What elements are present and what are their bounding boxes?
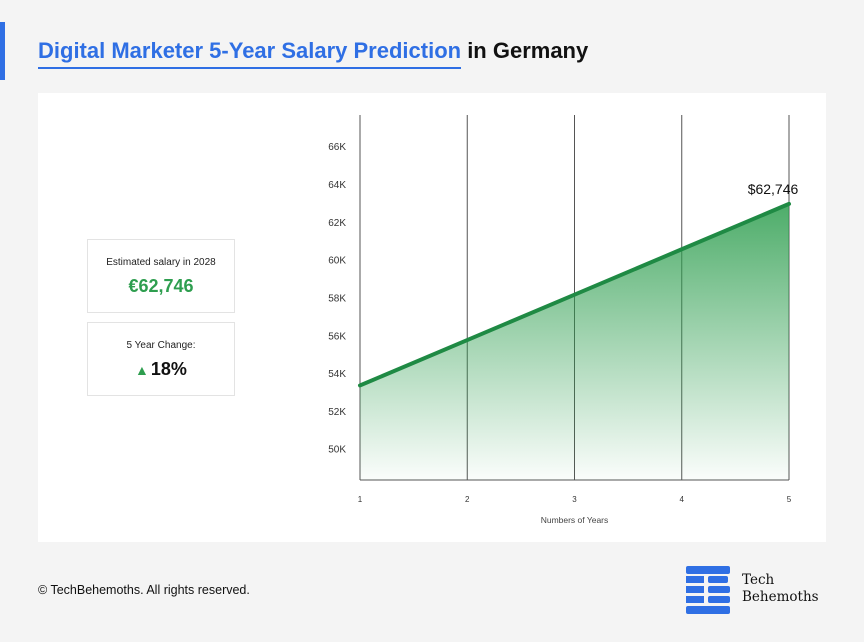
y-tick-label: 50K [328, 445, 346, 456]
y-tick-label: 58K [328, 293, 346, 304]
x-tick-label: 5 [787, 495, 792, 504]
title-highlight: Digital Marketer 5-Year Salary Predictio… [38, 38, 462, 69]
x-tick-label: 3 [572, 495, 577, 504]
y-tick-label: 56K [328, 331, 346, 342]
y-tick-label: 60K [328, 256, 346, 267]
x-tick-label: 2 [465, 495, 470, 504]
y-tick-label: 52K [328, 407, 346, 418]
chart-card: Estimated salary in 2028 €62,746 5 Year … [38, 93, 826, 542]
copyright-text: © TechBehemoths. All rights reserved. [38, 583, 250, 597]
estimated-salary-value: €62,746 [128, 276, 194, 296]
salary-chart: 50K 52K 54K 56K 58K 60K 62K 64K 66K 1 2 3 4 5 Numbers… [328, 115, 799, 525]
end-value-label: $62,746 [748, 181, 799, 197]
logo-line-1: Tech [742, 572, 775, 588]
x-axis-label: Numbers of Years [541, 515, 609, 525]
estimated-salary-box: Estimated salary in 2028 €62,746 [87, 239, 235, 313]
x-tick-label: 4 [680, 495, 685, 504]
y-tick-label: 64K [328, 180, 346, 191]
logo-mark-icon [686, 566, 730, 614]
x-tick-label: 1 [358, 495, 363, 504]
page-title: Digital Marketer 5-Year Salary Predictio… [38, 38, 589, 69]
techbehemoths-logo: Tech Behemoths [686, 566, 836, 616]
title-rest: in Germany [461, 38, 589, 63]
five-year-change-value: 18% [150, 359, 187, 379]
estimated-salary-label: Estimated salary in 2028 [106, 257, 216, 268]
up-triangle-icon: ▲ [135, 362, 149, 378]
y-tick-label: 66K [328, 142, 346, 153]
series-area [360, 203, 789, 480]
logo-line-2: Behemoths [742, 589, 819, 605]
y-tick-label: 62K [328, 218, 346, 229]
y-tick-label: 54K [328, 369, 346, 380]
five-year-change-label: 5 Year Change: [126, 340, 196, 351]
accent-bar [0, 22, 5, 80]
series-line [358, 201, 791, 388]
five-year-change-box: 5 Year Change: ▲ 18% [87, 322, 235, 396]
